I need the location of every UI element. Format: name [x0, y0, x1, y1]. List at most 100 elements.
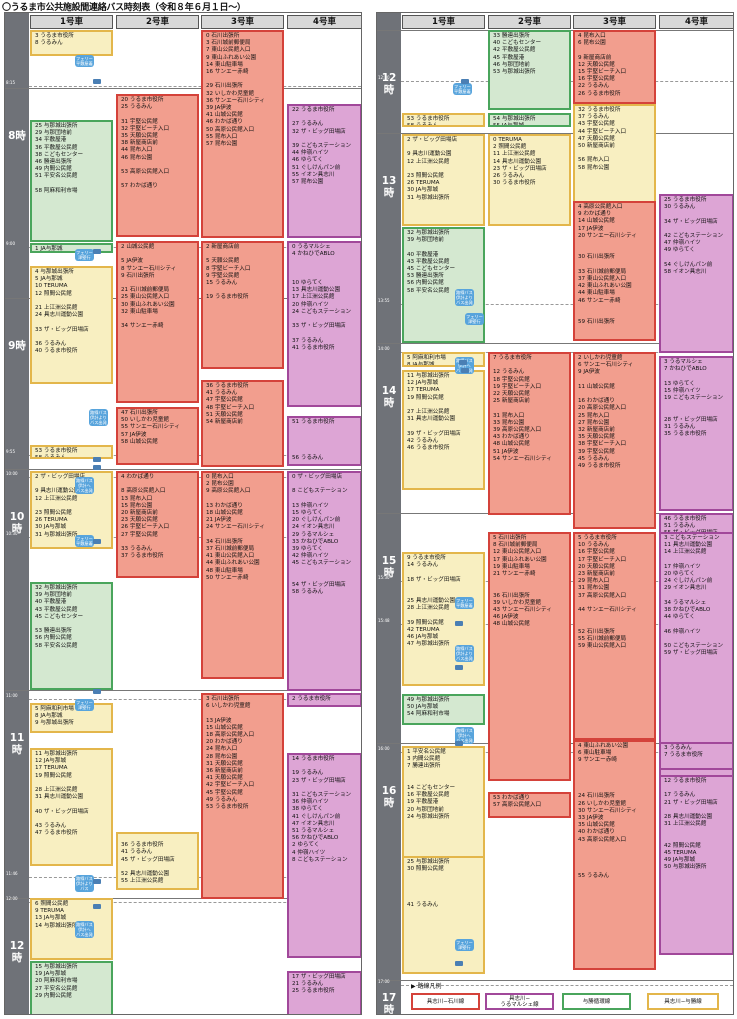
stop-row: 21 石川城前郵便局 — [121, 287, 170, 294]
stop-row: 19 うるま市役所 — [206, 294, 249, 301]
time-marker: 11:46 — [6, 871, 18, 876]
stop-row: 5 JA伊波 — [121, 258, 143, 265]
stop-row: 24 昆布入口 — [206, 746, 238, 753]
stop-row: 32 いしかわ児童館 — [206, 90, 255, 97]
stop-row: 14 東山駐車場 — [206, 61, 243, 68]
stop-row: 11 与那城出張所 — [407, 373, 450, 379]
stop-row: 31 昆布公園 — [578, 585, 610, 592]
stop-row: 30 照間公民館 — [407, 866, 444, 873]
bus-icon — [93, 457, 101, 462]
stop-row: 32 東山駐車場 — [121, 308, 158, 315]
stop-row: 0 TERUMA — [493, 137, 522, 143]
stop-row: 12 JA与那城 — [35, 758, 67, 765]
stop-row: 18 ザ・ビッグ田場店 — [407, 576, 461, 583]
stop-row: 24 具志川運動公園 — [35, 312, 84, 319]
stop-row: 53 わかば通り — [493, 795, 530, 801]
stop-row: 25 うるみん — [121, 104, 153, 111]
stop-row: 7 勝連出張所 — [407, 763, 441, 770]
callout-line: 伊計へ — [458, 733, 471, 738]
stop-row: 53 高原公民館入口 — [121, 169, 170, 175]
stop-row: 48 山城公民館 — [493, 621, 530, 628]
stop-row: 35 うるま市役所 — [664, 431, 707, 437]
timetable-right-panel: 1号車 2号車 3号車 4号車 12時 13時 14時 15時 16時 17時 12:30 13:55… — [376, 12, 734, 1015]
route-block: 0 昆布入口 2 昆布公園 9 高原公民館入口 13 わかば通り 18 山城公民館 21 … — [201, 471, 284, 679]
time-marker: 11:00 — [6, 693, 18, 698]
route-block: 53 わかば通り 57 高原公民館入口 — [488, 792, 571, 818]
stop-row: 37 うるま市役所 — [121, 553, 164, 560]
stop-row: 22 うるみん — [578, 83, 610, 90]
stop-row: 12 うるま市役所 — [664, 778, 707, 784]
stop-row: 20 仲嶺ハイツ — [292, 301, 329, 308]
stop-row: 35 天願公民館 — [121, 133, 158, 139]
stop-row: 2 山城公民館 — [121, 244, 155, 250]
stop-row: 46 うるま市役所 — [407, 445, 450, 451]
route-block: 53 うるま市役所 58 うるみん — [402, 113, 485, 127]
stop-row: 56 内間公民館 — [407, 280, 444, 287]
stop-row: 29 与那団地前 — [35, 130, 72, 137]
stop-row: 21 サンエー赤崎 — [493, 571, 536, 577]
stop-row: 17 宇堅ビーチ入口 — [578, 556, 627, 563]
stop-row: 9 サンエー赤崎 — [578, 757, 617, 764]
callout-line: 平敷屋着 — [454, 89, 471, 94]
stop-row: 9 JA伊波 — [578, 369, 600, 376]
hour-label: 9時 — [8, 340, 26, 352]
stop-row: 51 うるま市役所 — [292, 419, 335, 425]
hour-label: 17時 — [381, 992, 397, 1015]
stop-row: 58 平安名公民館 — [35, 642, 78, 649]
stop-row: 30 JA与那城 — [35, 524, 67, 531]
stop-row: 36 うるみん — [35, 341, 67, 347]
stop-row: 59 ザ・ビッグ田場店 — [664, 650, 718, 657]
bus-icon — [93, 879, 101, 884]
stop-row: 43 平敷屋公民館 — [407, 258, 450, 265]
stop-row: 38 宇堅ビーチ入口 — [578, 441, 627, 448]
stop-row: 39 ゆらてく — [292, 546, 323, 552]
time-marker-line — [29, 86, 361, 87]
stop-row: 12 上江洲公民館 — [407, 158, 450, 165]
stop-row: 5 石川出張所 — [493, 535, 527, 541]
callout-line: 路線バス — [76, 876, 93, 881]
stop-row: 24 与那城出張所 — [407, 813, 450, 820]
vehicle-header: 1号車 — [30, 15, 113, 29]
stop-row: 14 与那城出張所 — [35, 922, 78, 929]
stop-row: 3 内間公民館 — [407, 756, 441, 763]
callout-line: 路線バス — [76, 922, 93, 927]
stop-row: 45 TERUMA — [664, 850, 697, 856]
stop-row: 23 照間公民館 — [35, 510, 72, 516]
stop-row: 53 与那城出張所 — [493, 69, 536, 75]
stop-row: 18 高原公民館入口 — [206, 732, 255, 738]
route-block: 17 ザ・ビッグ田場店 21 うるみん 25 うるま市役所 — [287, 971, 361, 1014]
stop-row: 13 ゆらてく — [664, 380, 695, 387]
stop-row: 38 新屋商店前 — [121, 140, 158, 147]
route-block: 49 与那城出張所 50 JA与那城 54 阿麻和利市場 — [402, 694, 485, 725]
route-block: 22 うるま市役所 27 うるみん 32 ザ・ビッグ田場店 39 こどもステーション 4… — [287, 104, 361, 238]
stop-row: 5 阿麻和利市場 — [35, 706, 74, 712]
stop-row: 21 上江洲公民館 — [35, 305, 78, 311]
stop-row: 14 上江洲公民館 — [664, 549, 707, 556]
stop-row: 32 与那城出張所 — [35, 585, 78, 591]
stop-row: 13 具志川運動公園 — [292, 287, 341, 294]
stop-row: 5 JA与那城 — [35, 276, 63, 283]
stop-row: 44 東山ふれあい公園 — [206, 560, 260, 567]
stop-row: 8 高原公民館入口 — [121, 488, 166, 495]
stop-row: 35 天願公民館 — [578, 434, 615, 441]
stop-row: 34 石川出張所 — [206, 538, 243, 545]
stop-row: 50 JA与那城 — [407, 704, 439, 711]
stop-row: 23 新屋商店前 — [578, 571, 615, 577]
legend-item: 具志川− うるマルシェ線 — [485, 993, 554, 1010]
stop-row: 55 石川城前郵便局 — [578, 635, 627, 642]
route-block: 0 うるマルシェ 4 かねひでABLO 10 ゆらてく 13 具志川運動公園 17 上江… — [287, 241, 361, 407]
stop-row: 32 与那城出張所 — [407, 230, 450, 236]
stop-row: 46 うるま市役所 — [664, 516, 707, 522]
stop-row: 4 わかば通り — [121, 474, 155, 480]
callout-line: フェリー — [76, 250, 93, 255]
stop-row: 26 TERUMA — [35, 517, 68, 524]
stop-row: 41 東山公民館入口 — [206, 553, 255, 560]
stop-row: 7 かねひでABLO — [664, 366, 707, 373]
vehicle-header: 3号車 — [573, 15, 656, 29]
stop-row: 58 阿麻和利市場 — [35, 187, 78, 194]
stop-row: 3 こどもステーション — [664, 535, 720, 541]
stop-row: 58 昆布公園 — [578, 164, 610, 171]
stop-row: 33 昆布公園 — [493, 419, 525, 426]
route-block: 36 うるま市役所 41 うるみん 45 ザ・ビッグ田場店 52 具志川運動公園 55 … — [116, 832, 199, 890]
